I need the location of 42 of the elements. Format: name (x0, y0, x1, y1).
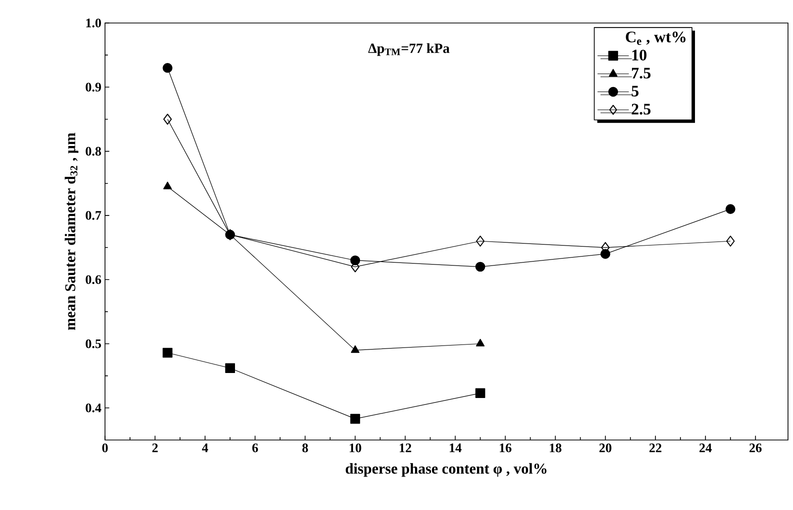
point (163, 114, 172, 125)
x-tick-label: 2 (152, 444, 158, 452)
legend-label: 5 (632, 86, 638, 96)
x-tick-label: 6 (252, 444, 258, 452)
x-tick-label: 26 (750, 444, 762, 452)
y-tick-label: 0.5 (86, 339, 101, 348)
y-axis-title: mean Sauter diameter d$_{32}$ , µm (64, 132, 78, 330)
y-tick-label: 1.0 (86, 18, 101, 28)
point (475, 388, 486, 398)
x-tick-label: 10 (350, 444, 362, 452)
point (162, 63, 172, 73)
x-tick-label: 4 (202, 444, 208, 452)
y-tick-label: 0.9 (86, 82, 102, 92)
x-tick-label: 8 (302, 444, 308, 452)
x-tick-label: 18 (550, 444, 562, 452)
point (350, 345, 360, 353)
legend-label: 7.5 (632, 68, 650, 79)
point (726, 204, 736, 214)
point (476, 236, 485, 247)
point (726, 236, 735, 247)
point (476, 338, 485, 346)
point (350, 414, 360, 424)
annotation: Δp$_{TM}$=77 kPa (368, 43, 450, 56)
point (162, 348, 172, 358)
x-tick-label: 14 (450, 444, 462, 452)
point (163, 182, 172, 190)
legend-label: 2.5 (632, 104, 650, 115)
legend-label: 10 (632, 50, 646, 61)
y-tick-label: 0.7 (86, 211, 102, 220)
x-tick-label: 12 (400, 444, 412, 452)
x-axis-title: disperse phase content φ , vol% (346, 463, 546, 477)
legend-title: C$_{e}$ , wt% (626, 32, 686, 45)
point (475, 262, 486, 272)
y-tick-label: 0.8 (86, 146, 102, 156)
x-tick-label: 20 (599, 444, 612, 452)
y-tick-label: 0.4 (86, 404, 102, 412)
x-tick-label: 0 (102, 444, 108, 452)
x-tick-label: 22 (649, 444, 662, 452)
x-tick-label: 24 (699, 444, 712, 452)
y-tick-label: 0.6 (86, 275, 102, 284)
x-tick-label: 16 (500, 444, 512, 452)
point (225, 363, 235, 374)
